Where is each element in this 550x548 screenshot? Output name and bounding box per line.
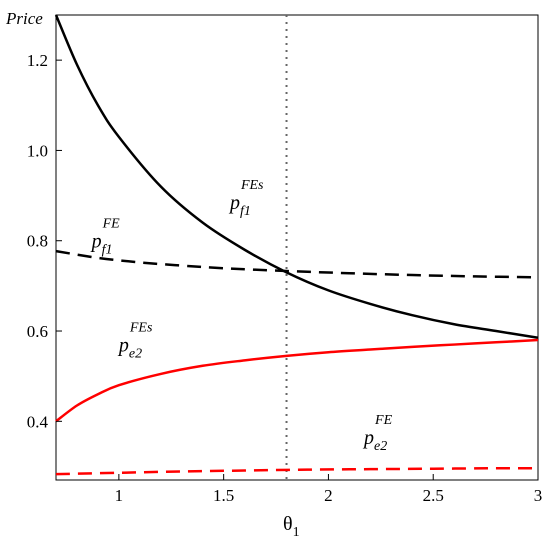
plot-border [55, 14, 539, 481]
x-tick-label: 3 [534, 486, 543, 505]
x-axis-title: θ1 [283, 513, 300, 540]
y-tick-label: 1.0 [27, 141, 48, 160]
y-axis-title: Price [5, 9, 43, 28]
y-tick-label: 0.6 [27, 322, 48, 341]
y-tick-label: 0.8 [27, 232, 48, 251]
series-line-3 [55, 338, 539, 423]
plot-frame [55, 14, 539, 481]
curve-label: pe2FEs [117, 320, 153, 361]
x-axis-title-base: θ [283, 513, 293, 535]
x-tick-label: 1.5 [213, 486, 234, 505]
curve-label: pf1FE [90, 217, 121, 258]
curve-label: pf1FEs [228, 178, 264, 219]
x-tick-label: 2.5 [423, 486, 444, 505]
curve-label-layer: pf1FEs pf1FE pe2FEs pe2FE [90, 178, 393, 454]
y-tick-label: 1.2 [27, 51, 48, 70]
series-line-1 [54, 14, 539, 340]
curve-label: pe2FE [362, 413, 393, 454]
series-line-4 [55, 466, 539, 476]
x-tick-label: 2 [324, 486, 333, 505]
series-line-2 [55, 249, 539, 279]
x-tick-label: 1 [115, 486, 124, 505]
series-layer [54, 14, 539, 476]
x-axis-title-sub: 1 [293, 525, 300, 540]
y-tick-label: 0.4 [27, 412, 49, 431]
tick-layer: 1 1.5 2 2.5 3 0.4 0.6 0.8 1.0 1.2 [27, 51, 543, 505]
